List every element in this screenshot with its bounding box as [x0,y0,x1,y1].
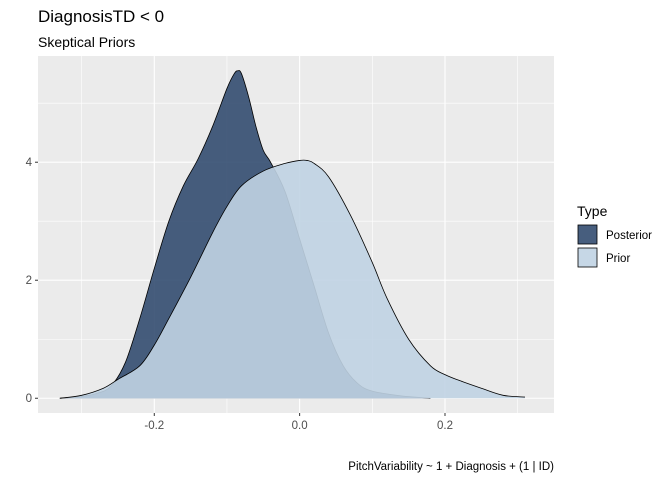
y-tick-label: 2 [26,275,32,287]
legend-key-posterior [577,224,598,245]
chart-caption: PitchVariability ~ 1 + Diagnosis + (1 | … [348,461,554,473]
series-layer [59,70,525,399]
legend-label-posterior: Posterior [606,230,652,242]
legend-key-prior [577,247,598,268]
density-area-prior [59,160,525,399]
y-axis: 0 2 4 [26,157,38,405]
x-axis: -0.2 0.0 0.2 [144,413,453,432]
chart-title: DiagnosisTD < 0 [38,7,164,26]
y-tick-label: 0 [26,393,32,405]
chart-subtitle: Skeptical Priors [38,34,135,50]
x-tick-label: 0.2 [437,420,453,432]
x-tick-label: -0.2 [144,420,164,432]
y-tick-label: 4 [26,157,33,169]
legend-title: Type [577,203,608,219]
density-line-prior [59,159,525,399]
x-tick-label: 0.0 [292,420,308,432]
legend: Type Posterior Prior [577,203,652,268]
legend-label-prior: Prior [606,253,630,265]
